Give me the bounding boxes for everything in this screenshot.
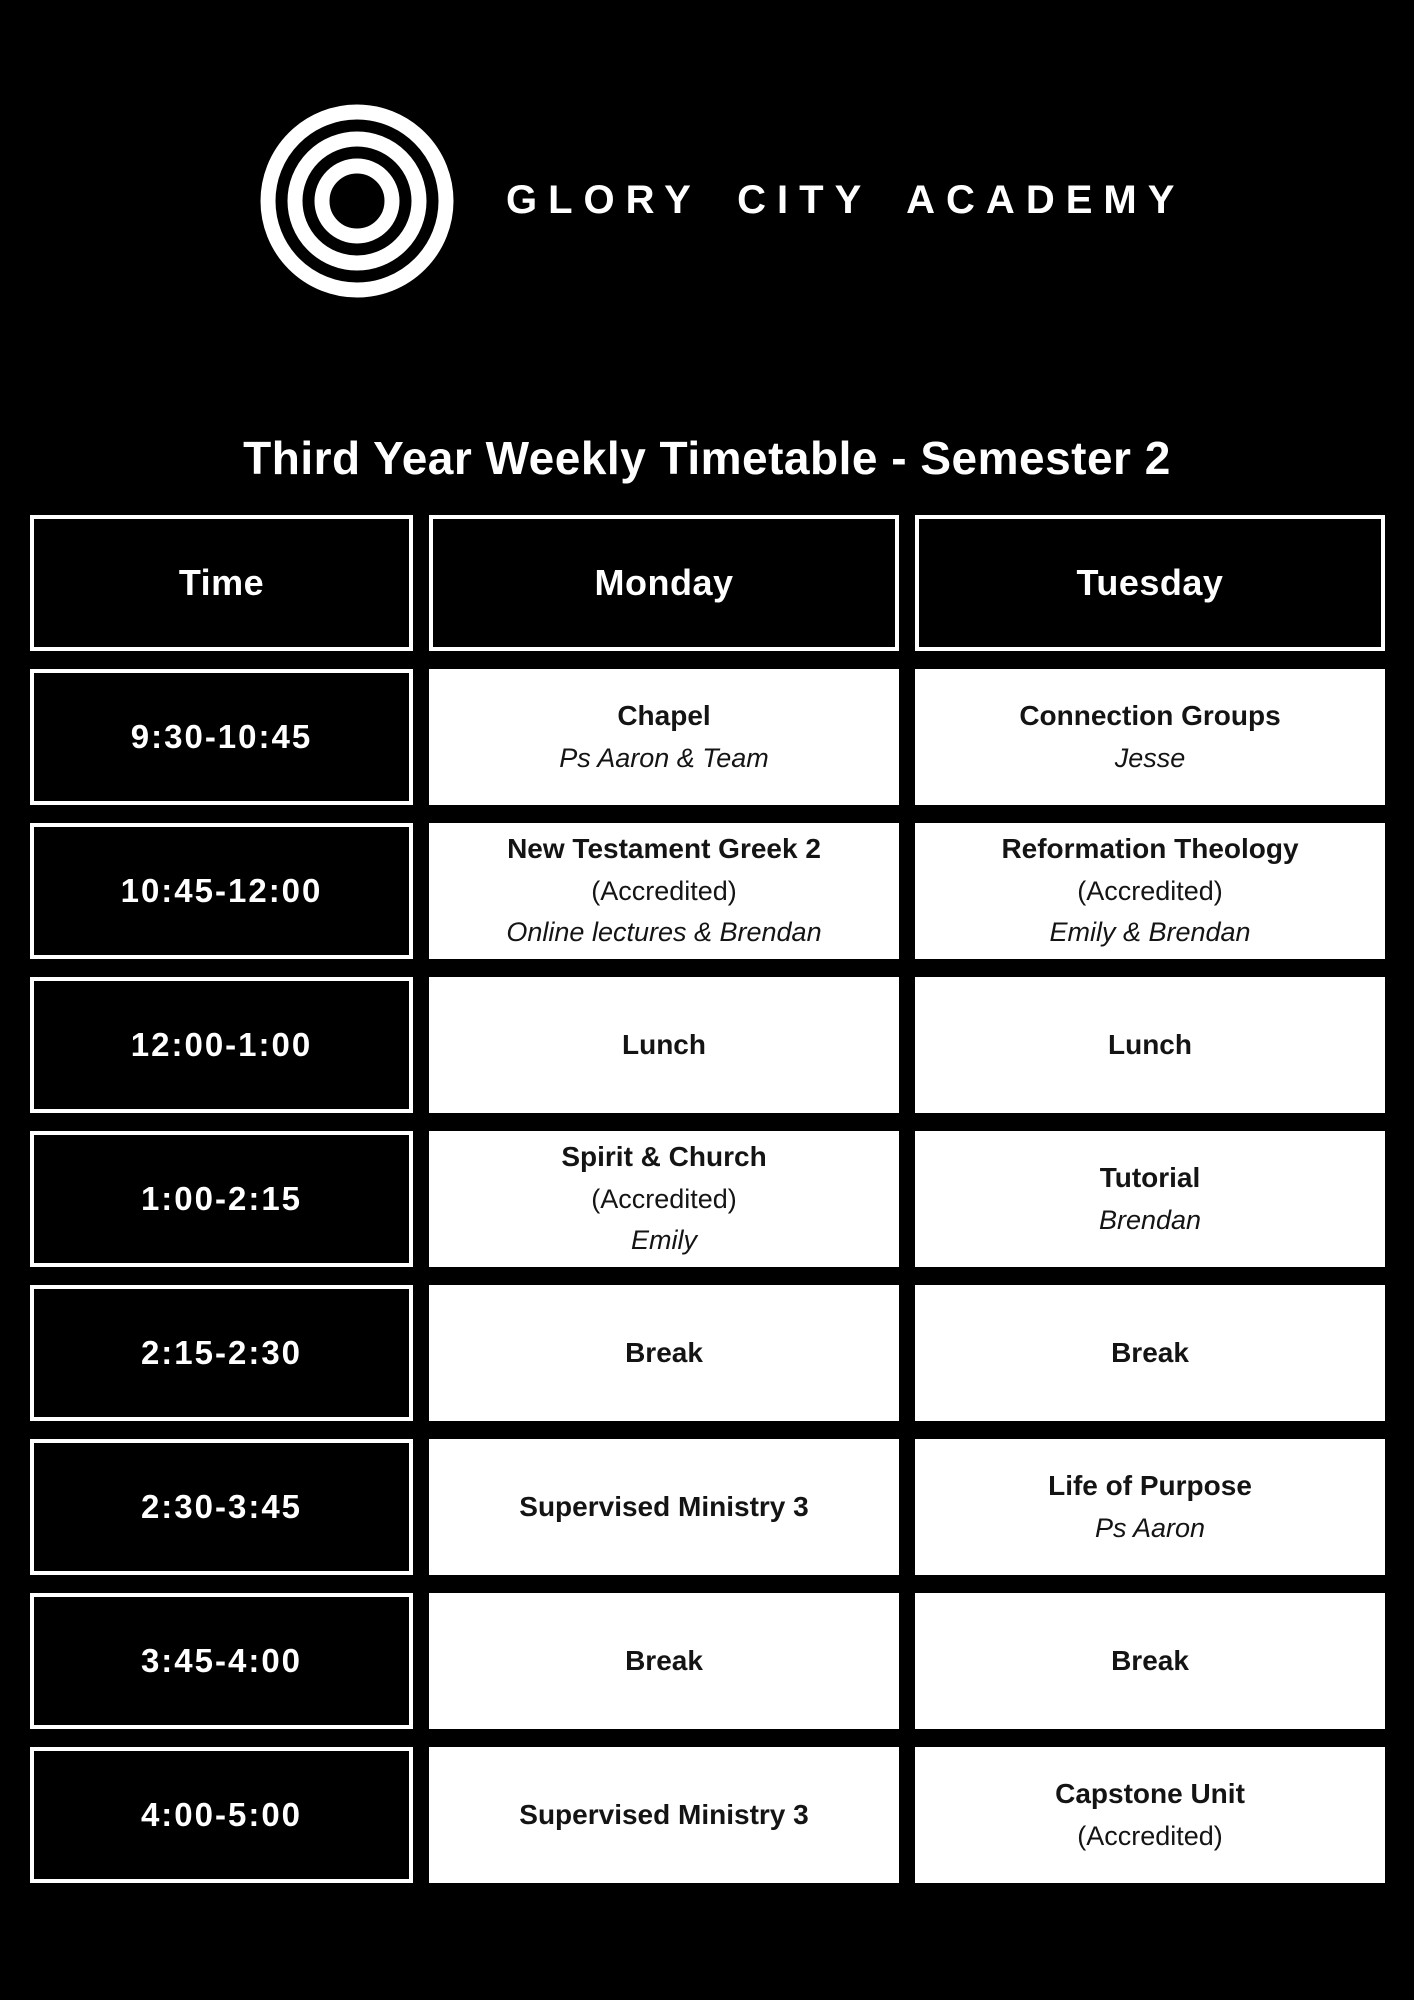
cell-line: Supervised Ministry 3 bbox=[519, 1490, 809, 1522]
cell-line: (Accredited) bbox=[591, 875, 737, 906]
cell-line: New Testament Greek 2 bbox=[507, 832, 821, 864]
cell-line: Capstone Unit bbox=[1055, 1777, 1245, 1809]
cell-line: Reformation Theology bbox=[1001, 832, 1299, 864]
cell-line: Brendan bbox=[1098, 1204, 1202, 1235]
monday-cell: Supervised Ministry 3 bbox=[429, 1439, 899, 1575]
monday-cell: Chapel Ps Aaron & Team bbox=[429, 669, 899, 805]
tuesday-cell: Tutorial Brendan bbox=[915, 1131, 1385, 1267]
cell-line: (Accredited) bbox=[1077, 875, 1223, 906]
tuesday-cell: Break bbox=[915, 1285, 1385, 1421]
cell-line: Lunch bbox=[1108, 1028, 1192, 1060]
time-label: 2:30-3:45 bbox=[140, 1488, 303, 1525]
concentric-circles-logo-icon bbox=[260, 104, 454, 298]
time-cell: 1:00-2:15 bbox=[30, 1131, 413, 1267]
tuesday-cell: Break bbox=[915, 1593, 1385, 1729]
cell-line: Lunch bbox=[622, 1028, 706, 1060]
cell-line: Break bbox=[625, 1644, 703, 1676]
header-cell-monday: Monday bbox=[429, 515, 899, 651]
page-title: Third Year Weekly Timetable - Semester 2 bbox=[243, 431, 1171, 484]
time-label: 10:45-12:00 bbox=[120, 872, 323, 909]
monday-cell: New Testament Greek 2 (Accredited) Onlin… bbox=[429, 823, 899, 959]
time-cell: 9:30-10:45 bbox=[30, 669, 413, 805]
time-label: 9:30-10:45 bbox=[130, 718, 313, 755]
monday-cell: Supervised Ministry 3 bbox=[429, 1747, 899, 1883]
tuesday-cell: Capstone Unit (Accredited) bbox=[915, 1747, 1385, 1883]
time-label: 1:00-2:15 bbox=[140, 1180, 303, 1217]
tuesday-cell: Life of Purpose Ps Aaron bbox=[915, 1439, 1385, 1575]
cell-line: Ps Aaron bbox=[1094, 1512, 1206, 1543]
time-cell: 12:00-1:00 bbox=[30, 977, 413, 1113]
time-cell: 4:00-5:00 bbox=[30, 1747, 413, 1883]
cell-line: Tutorial bbox=[1099, 1161, 1201, 1193]
brand-wordmark: GLORY CITY ACADEMY bbox=[506, 178, 1186, 222]
header-cell-tuesday: Tuesday bbox=[915, 515, 1385, 651]
cell-line: Spirit & Church bbox=[561, 1140, 767, 1172]
cell-line: Emily bbox=[631, 1225, 697, 1256]
monday-cell: Break bbox=[429, 1285, 899, 1421]
monday-cell: Spirit & Church (Accredited) Emily bbox=[429, 1131, 899, 1267]
cell-line: Supervised Ministry 3 bbox=[519, 1798, 809, 1830]
time-label: 3:45-4:00 bbox=[140, 1642, 303, 1679]
tuesday-cell: Reformation Theology (Accredited) Emily … bbox=[915, 823, 1385, 959]
time-label: 12:00-1:00 bbox=[130, 1026, 313, 1063]
time-label: 4:00-5:00 bbox=[140, 1796, 303, 1833]
time-cell: 2:30-3:45 bbox=[30, 1439, 413, 1575]
cell-line: Jesse bbox=[1114, 742, 1186, 773]
monday-cell: Lunch bbox=[429, 977, 899, 1113]
cell-line: Chapel bbox=[617, 699, 711, 731]
cell-line: (Accredited) bbox=[1077, 1820, 1223, 1851]
cell-line: Online lectures & Brendan bbox=[506, 917, 822, 948]
cell-line: Connection Groups bbox=[1019, 699, 1281, 731]
timetable-grid: Time Monday Tuesday 9:30-10:45 Chapel Ps… bbox=[30, 515, 1385, 1883]
monday-cell: Break bbox=[429, 1593, 899, 1729]
cell-line: Break bbox=[625, 1336, 703, 1368]
time-cell: 2:15-2:30 bbox=[30, 1285, 413, 1421]
tuesday-cell: Lunch bbox=[915, 977, 1385, 1113]
cell-line: Emily & Brendan bbox=[1049, 917, 1251, 948]
cell-line: Break bbox=[1111, 1644, 1189, 1676]
brand-header: GLORY CITY ACADEMY bbox=[0, 0, 1414, 320]
cell-line: Life of Purpose bbox=[1048, 1469, 1252, 1501]
cell-line: (Accredited) bbox=[591, 1183, 737, 1214]
tuesday-cell: Connection Groups Jesse bbox=[915, 669, 1385, 805]
time-label: 2:15-2:30 bbox=[140, 1334, 303, 1371]
time-cell: 10:45-12:00 bbox=[30, 823, 413, 959]
time-cell: 3:45-4:00 bbox=[30, 1593, 413, 1729]
cell-line: Break bbox=[1111, 1336, 1189, 1368]
header-cell-time: Time bbox=[30, 515, 413, 651]
cell-line: Ps Aaron & Team bbox=[559, 742, 769, 773]
